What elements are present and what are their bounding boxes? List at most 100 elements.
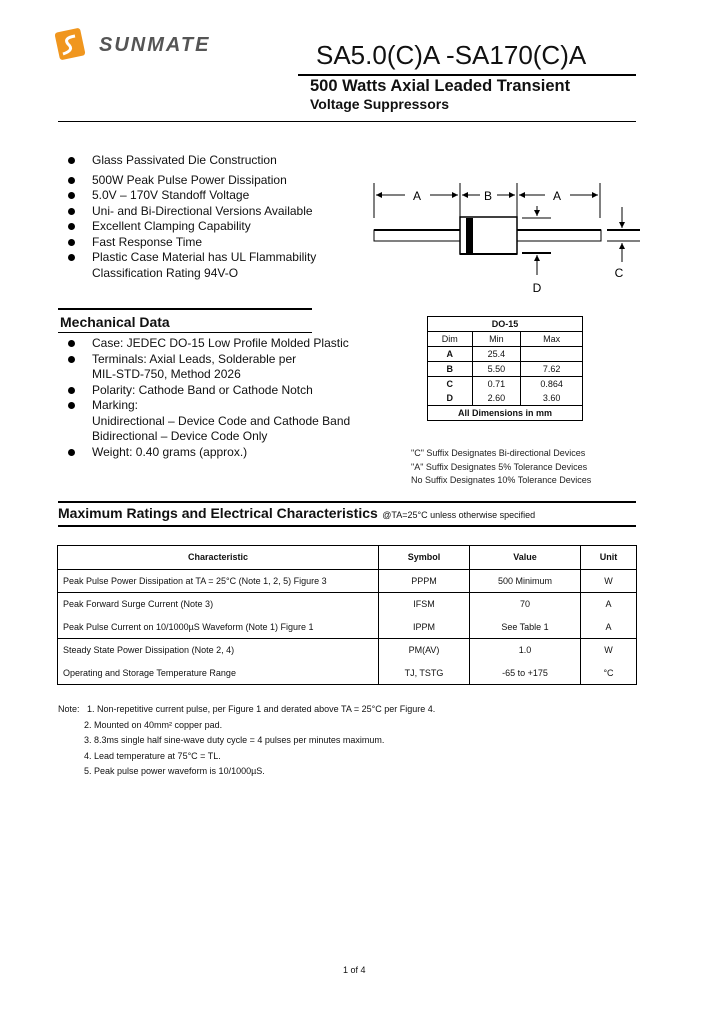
cell: -65 to +175 [469, 661, 581, 685]
notes: Note: 1. Non-repetitive current pulse, p… [58, 702, 435, 780]
table-row: Peak Pulse Power Dissipation at TA = 25°… [57, 569, 637, 593]
col-header: Dim [427, 331, 473, 347]
cell: W [580, 569, 637, 593]
feature-item: Classification Rating 94V-O [92, 265, 239, 280]
note-item: 4. Lead temperature at 75°C = TL. [84, 750, 221, 761]
cell: Peak Pulse Power Dissipation at TA = 25°… [57, 569, 379, 593]
cell: 25.4 [471, 346, 521, 362]
mechanical-item: Marking: [66, 398, 350, 414]
cell: PPPM [378, 569, 470, 593]
cell: D [427, 391, 473, 406]
mechanical-item: Case: JEDEC DO-15 Low Profile Molded Pla… [66, 336, 350, 352]
suffix-note: "C" Suffix Designates Bi-directional Dev… [411, 448, 586, 458]
subtitle-2: Voltage Suppressors [310, 96, 450, 112]
cell: Operating and Storage Temperature Range [57, 661, 379, 685]
feature-item: Glass Passivated Die Construction [66, 153, 316, 169]
header-divider [58, 121, 636, 122]
mechanical-list: Case: JEDEC DO-15 Low Profile Molded Pla… [26, 336, 350, 460]
feature-item: 5.0V – 170V Standoff Voltage [66, 188, 316, 204]
cell: C [427, 376, 473, 391]
note-item: 3. 8.3ms single half sine-wave duty cycl… [84, 735, 385, 745]
notes-label: Note: [58, 704, 80, 714]
subtitle: 500 Watts Axial Leaded Transient [310, 77, 571, 95]
note-item: 1. Non-repetitive current pulse, per Fig… [87, 704, 436, 714]
dimensions-table: DO-15 Dim Min Max A 25.4 B 5.50 7.62 C 0.71 0.8… [427, 316, 583, 421]
ratings-table: Characteristic Symbol Value Unit Peak Pu… [57, 545, 637, 685]
cell: °C [580, 661, 637, 685]
cell: IFSM [378, 592, 470, 616]
cell: 70 [469, 592, 581, 616]
col-header: Unit [580, 545, 637, 570]
table-row: C 0.71 0.864 [427, 376, 583, 391]
ratings-bottom-divider [58, 525, 636, 527]
suffix-notes: "C" Suffix Designates Bi-directional Dev… [411, 447, 591, 488]
mechanical-item: MIL-STD-750, Method 2026 [92, 367, 241, 381]
package-diagram: A B A C D [373, 183, 640, 295]
ratings-heading: Maximum Ratings and Electrical Character… [58, 505, 535, 523]
feature-item: Excellent Clamping Capability [66, 219, 316, 235]
cell: A [580, 615, 637, 639]
table-row: B 5.50 7.62 [427, 361, 583, 377]
table-row: Steady State Power Dissipation (Note 2, … [57, 638, 637, 662]
mechanical-item: Polarity: Cathode Band or Cathode Notch [66, 383, 350, 399]
logo: SUNMATE [53, 24, 233, 64]
features-list: Glass Passivated Die Construction 500W P… [26, 153, 316, 281]
table-row: Peak Forward Surge Current (Note 3) IFSM 7… [57, 592, 637, 616]
ratings-condition: @TA=25°C unless otherwise specified [382, 510, 536, 520]
cell: 2.60 [471, 391, 521, 406]
dim-label-c: C [615, 266, 624, 280]
cell: 0.864 [520, 376, 583, 391]
svg-text:SUNMATE: SUNMATE [99, 34, 210, 56]
dim-label-d: D [533, 281, 542, 295]
cell: 0.71 [471, 376, 521, 391]
cell: Peak Pulse Current on 10/1000µS Waveform… [57, 615, 379, 639]
mechanical-heading: Mechanical Data [60, 314, 170, 330]
cell: Peak Forward Surge Current (Note 3) [57, 592, 379, 616]
logo-mark-icon: SUNMATE [54, 28, 210, 60]
col-header: Symbol [378, 545, 470, 570]
cell: 1.0 [469, 638, 581, 662]
dim-table-title: DO-15 [427, 316, 583, 332]
table-row: D 2.60 3.60 [427, 391, 583, 406]
note-item: 5. Peak pulse power waveform is 10/1000µ… [84, 766, 265, 776]
mechanical-item: Weight: 0.40 grams (approx.) [66, 445, 350, 461]
title-divider [298, 74, 636, 76]
suffix-note: "A" Suffix Designates 5% Tolerance Devic… [411, 461, 588, 472]
col-header: Max [520, 331, 583, 347]
cell: PM(AV) [378, 638, 470, 662]
feature-item: Plastic Case Material has UL Flammabilit… [66, 250, 316, 266]
cell: A [580, 592, 637, 616]
cell: 3.60 [520, 391, 583, 406]
cell: See Table 1 [469, 615, 581, 639]
note-item: 2. Mounted on 40mm² copper pad. [84, 719, 223, 730]
dim-label-a: A [553, 189, 561, 203]
cell: IPPM [378, 615, 470, 639]
feature-item: 500W Peak Pulse Power Dissipation [66, 173, 316, 189]
mechanical-item: Terminals: Axial Leads, Solderable per [66, 352, 350, 368]
ratings-top-divider [58, 501, 636, 503]
table-row: A 25.4 [427, 346, 583, 362]
col-header: Value [469, 545, 581, 570]
suffix-note: No Suffix Designates 10% Tolerance Devic… [411, 475, 592, 485]
cell: B [427, 361, 473, 377]
cell: 5.50 [471, 361, 521, 377]
cell: Steady State Power Dissipation (Note 2, … [57, 638, 379, 662]
cell: 500 Minimum [469, 569, 581, 593]
dim-label-b: B [484, 189, 492, 203]
cell: W [580, 638, 637, 662]
table-row: Operating and Storage Temperature Range T… [57, 661, 637, 685]
cell [520, 346, 583, 362]
cell: A [427, 346, 473, 362]
col-header: Characteristic [57, 545, 379, 570]
ratings-title: Maximum Ratings and Electrical Character… [58, 505, 378, 521]
mechanical-underline [58, 332, 312, 333]
feature-item: Fast Response Time [66, 235, 316, 251]
mechanical-item: Unidirectional – Device Code and Cathode… [92, 413, 351, 428]
cell: TJ, TSTG [378, 661, 470, 685]
mechanical-divider [58, 308, 312, 310]
mechanical-item: Bidirectional – Device Code Only [92, 429, 268, 443]
page-title: SA5.0(C)A -SA170(C)A [316, 40, 587, 70]
dim-label-a: A [413, 189, 421, 203]
feature-item: Uni- and Bi-Directional Versions Availab… [66, 204, 316, 220]
